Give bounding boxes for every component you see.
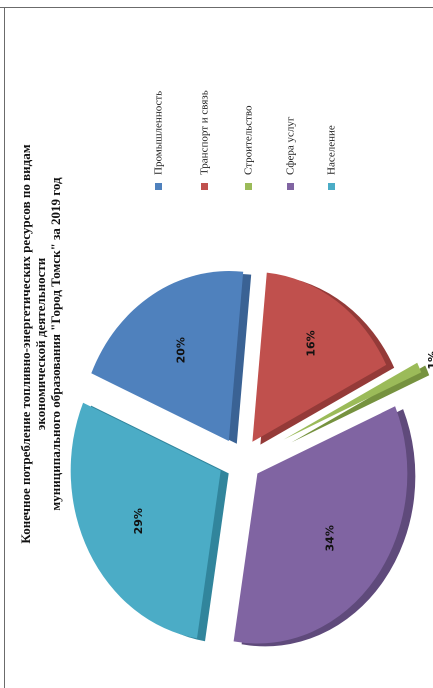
legend-marker-3 xyxy=(245,183,252,190)
pie-slice-2 xyxy=(252,272,387,442)
legend-marker-5 xyxy=(328,183,335,190)
pie-value-labels: 20% 16% 1% 34% 29% xyxy=(132,330,433,551)
legend-marker-1 xyxy=(155,183,162,190)
pie-value-label-2: 16% xyxy=(305,330,318,356)
pie-slice-3 xyxy=(283,362,422,440)
frame-left-border xyxy=(4,7,5,688)
pie-value-label-4: 34% xyxy=(324,525,337,551)
legend-label-4: Сфера услуг xyxy=(285,116,297,175)
pie-slice-5 xyxy=(70,402,221,639)
legend-label-1: Промышленность xyxy=(153,91,165,175)
legend-label-5: Население xyxy=(326,125,338,175)
pie-slices xyxy=(70,271,422,644)
legend: Промышленность Транспорт и связь Строитель… xyxy=(153,90,338,190)
pie-value-label-1: 20% xyxy=(175,337,188,363)
pie-slice-4 xyxy=(233,406,408,644)
legend-marker-2 xyxy=(201,183,208,190)
pie-slice-1 xyxy=(91,271,244,441)
pie-value-label-3: 1% xyxy=(426,351,433,370)
pie-value-label-5: 29% xyxy=(132,508,145,534)
legend-marker-4 xyxy=(287,183,294,190)
legend-label-2: Транспорт и связь xyxy=(199,90,211,175)
legend-label-3: Строительство xyxy=(243,105,255,175)
frame-top-border xyxy=(0,7,433,8)
